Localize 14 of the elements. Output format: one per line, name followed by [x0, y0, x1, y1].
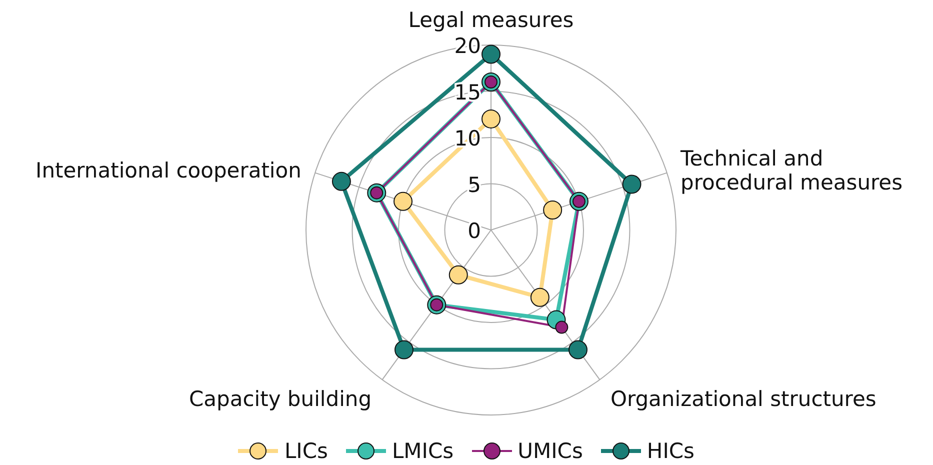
spoke-label: Capacity building: [188, 387, 372, 412]
y-tick-label: 10: [454, 126, 481, 150]
legend-label: HICs: [646, 439, 694, 463]
spoke-label: Technical and procedural measures: [680, 146, 903, 194]
legend-label: LMICs: [392, 439, 454, 463]
y-tick-label: 20: [454, 34, 481, 58]
legend-label: LICs: [284, 439, 328, 463]
spoke-label: International cooperation: [36, 158, 302, 182]
y-tick-label: 5: [468, 172, 481, 197]
spoke-label: Legal measures: [408, 8, 574, 32]
y-tick-label: 0: [468, 219, 481, 243]
spoke-label: Organizational structures: [610, 387, 876, 412]
y-tick-label: 15: [454, 80, 481, 104]
legend-label: UMICs: [518, 439, 583, 463]
